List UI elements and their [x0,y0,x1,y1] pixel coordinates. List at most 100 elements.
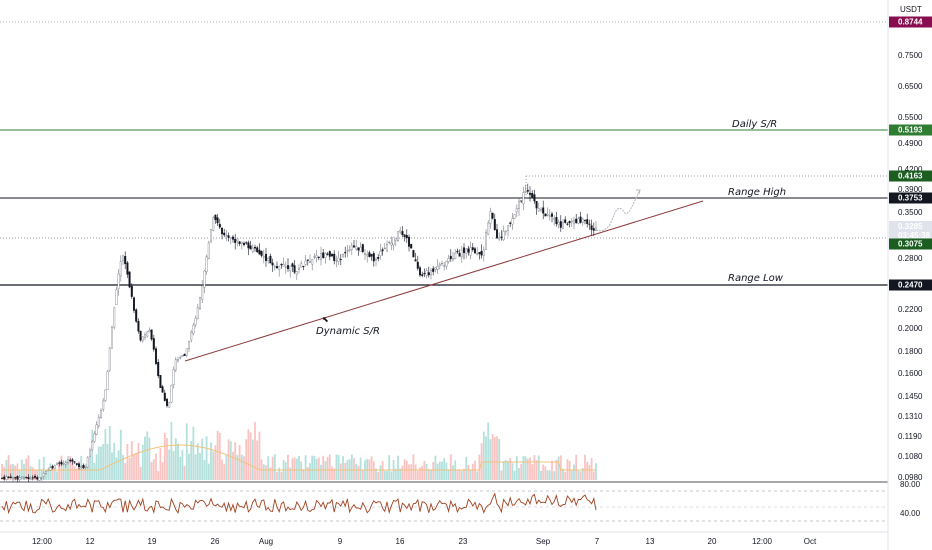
price-tick: 0.3500 [898,208,923,217]
main-pane[interactable] [0,0,888,482]
volume-bar [412,454,415,480]
volume-bar [238,445,241,480]
volume-bar [575,454,578,480]
volume-bar [559,455,562,480]
volume-bar [353,458,355,480]
volume-bar [298,455,300,480]
candle-body [278,266,281,270]
candle-body [86,457,89,468]
candle-body [377,257,380,259]
volume-bar [570,470,573,480]
volume-bar [595,463,597,480]
volume-bar [522,456,525,480]
time-tick: 7 [595,537,600,546]
candle-body [339,258,342,260]
volume-bar [170,422,173,480]
candle-body [99,410,102,418]
candle-body [18,477,21,480]
time-tick: Sep [536,537,551,546]
candle-body [515,208,518,213]
candle-body [496,229,499,239]
candle-body [579,216,582,223]
volume-bar [379,465,382,480]
volume-bar [401,465,404,480]
volume-bar [223,464,226,480]
volume-bar [544,466,547,480]
volume-bar [108,425,111,480]
volume-bar [339,463,342,480]
candle-body [51,466,54,469]
volume-bar [511,463,514,480]
volume-bar [168,449,171,480]
candle-body [163,392,166,401]
candle-body [97,416,100,427]
candlesticks[interactable] [1,183,598,483]
candle-body [170,385,173,403]
volume-bar [337,454,340,480]
volume-bar [546,470,549,480]
price-tags: 0.87440.51930.41630.37530.328503:45:380.… [889,16,932,291]
candle-body [273,266,276,268]
volume-bar [45,470,47,480]
volume-bar [434,455,437,480]
volume-bar [78,461,80,480]
candle-body [306,259,309,261]
candle-body [295,271,298,275]
candle-body [192,324,195,334]
candle-body [394,238,397,241]
volume-bar [326,456,329,480]
price-tick: 0.4900 [898,139,923,148]
volume-bar [47,469,50,480]
candle-body [172,369,175,386]
time-tick: Aug [259,537,273,546]
candle-body [181,355,184,357]
volume-bar [42,456,45,480]
volume-bar [467,465,470,480]
dynamic-sr-trendline[interactable] [184,200,704,362]
volume-bar [438,461,441,480]
volume-bar [141,444,144,480]
volume-bar [443,458,446,480]
candle-body [187,341,190,349]
volume-bar [592,471,595,480]
volume-bar [163,432,166,480]
candle-body [390,242,393,246]
candle-body [584,220,587,222]
candle-body [469,247,472,256]
rsi-tick-80: 80.00 [900,480,921,489]
candle-body [141,336,144,342]
candle-body [3,476,6,480]
candle-body [150,329,153,340]
volume-bar [581,468,584,480]
volume-bar [185,423,188,480]
candle-body [454,252,457,259]
candle-body [185,348,188,356]
volume-bar [529,457,531,480]
volume-bar [520,463,523,480]
volume-bar [210,442,212,480]
volume-bar [188,453,190,480]
volume-bar [262,464,265,480]
candle-body [419,267,422,276]
candle-body [267,258,270,261]
volume-bar [60,455,63,480]
volume-bar [533,455,536,480]
candle-body [502,231,505,241]
volume-bar [335,454,338,480]
time-axis-ticks: 12:00 12 19 26 Aug 9 16 23 Sep 7 13 20 12:00 Oct [32,537,817,546]
volume-bar [36,469,39,480]
candle-body [207,242,210,259]
candle-body [11,477,14,479]
price-tick: 0.4200 [898,165,923,174]
price-tag-countdown: 03:45:38 [898,231,931,240]
candle-body [69,459,72,462]
daily-sr-label: Daily S/R [732,119,777,130]
candle-body [315,255,318,258]
candle-body [370,254,373,257]
candle-body [551,213,554,217]
price-tag-box [889,170,932,182]
candle-body [45,471,48,474]
volume-bar [526,458,529,480]
candle-body [157,362,160,377]
